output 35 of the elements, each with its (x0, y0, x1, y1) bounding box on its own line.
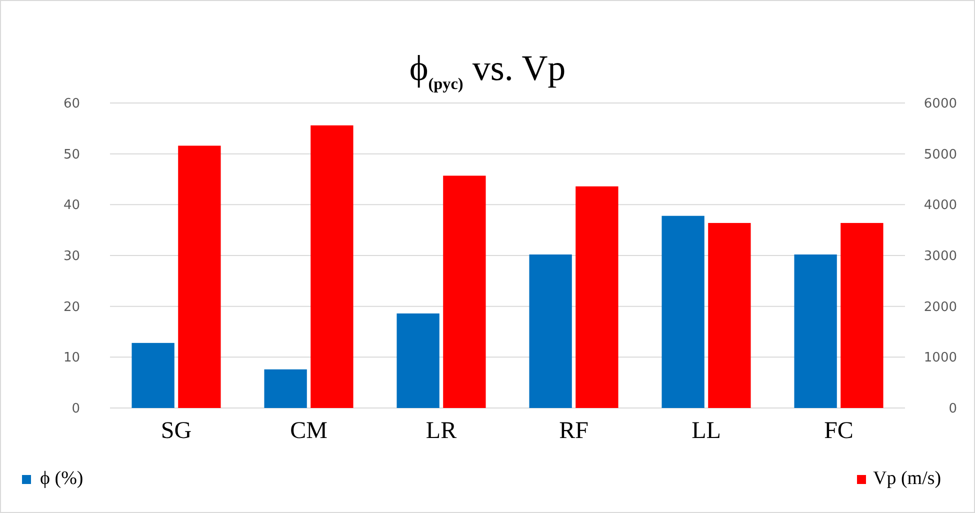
bar (662, 216, 704, 408)
x-tick-label: FC (824, 418, 854, 444)
y2-tick-label: 4000 (924, 198, 957, 214)
legend-label: Vp (m/s) (873, 468, 942, 489)
bar (132, 342, 174, 408)
y2-tick-label: 3000 (924, 249, 957, 264)
bar (264, 369, 307, 408)
y2-tick-label: 6000 (924, 96, 957, 112)
x-tick-label: CM (290, 418, 328, 444)
bar (708, 222, 751, 408)
bar (310, 125, 354, 408)
x-tick-label: LR (426, 418, 457, 444)
bar (529, 254, 572, 408)
bar (794, 254, 837, 408)
y2-tick-label: 0 (948, 402, 957, 417)
bar (576, 186, 618, 408)
y-tick-label: 40 (63, 198, 80, 214)
y-tick-label: 0 (72, 402, 80, 417)
chart-title: ϕ$_{(pyc)}$ vs. Vp (409, 48, 566, 93)
y2-tick-label: 5000 (924, 147, 957, 162)
y-tick-label: 50 (63, 147, 80, 162)
y-tick-label: 20 (63, 300, 80, 315)
y-tick-label: 30 (63, 249, 80, 264)
bar (178, 146, 221, 408)
bar (443, 176, 486, 408)
bar (396, 313, 440, 408)
y-tick-label: 60 (63, 96, 80, 112)
y2-tick-label: 2000 (924, 300, 957, 315)
legend-label: ϕ (%) (40, 468, 84, 489)
x-tick-label: LL (692, 418, 721, 444)
y2-tick-label: 1000 (924, 350, 957, 366)
x-tick-label: SG (160, 418, 192, 444)
bar (840, 222, 884, 408)
x-tick-label: RF (559, 418, 588, 444)
y-tick-label: 10 (63, 350, 80, 366)
